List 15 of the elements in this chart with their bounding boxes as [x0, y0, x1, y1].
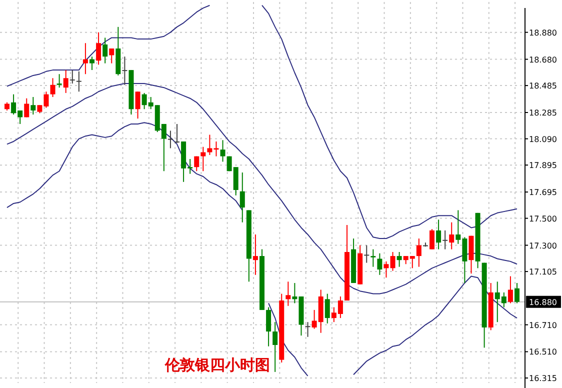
- y-tick-label: 17.105: [529, 268, 557, 277]
- ref-label: 16.880: [529, 298, 557, 307]
- y-tick-label: 18.880: [529, 28, 557, 38]
- y-tick-label: 17.300: [529, 241, 557, 250]
- y-tick-label: 16.315: [529, 374, 557, 383]
- annotation: 伦敦银四小时图: [165, 358, 270, 374]
- y-tick-label: 16.710: [529, 320, 557, 330]
- y-tick-label: 18.090: [529, 134, 557, 144]
- y-tick-label: 18.485: [529, 82, 557, 91]
- y-tick-label: 18.680: [529, 55, 557, 64]
- y-tick-label: 17.500: [529, 214, 557, 224]
- y-tick-label: 16.510: [529, 348, 557, 357]
- y-tick-label: 18.285: [529, 108, 557, 118]
- y-tick-label: 17.695: [529, 188, 557, 198]
- y-tick-label: 17.895: [529, 161, 557, 170]
